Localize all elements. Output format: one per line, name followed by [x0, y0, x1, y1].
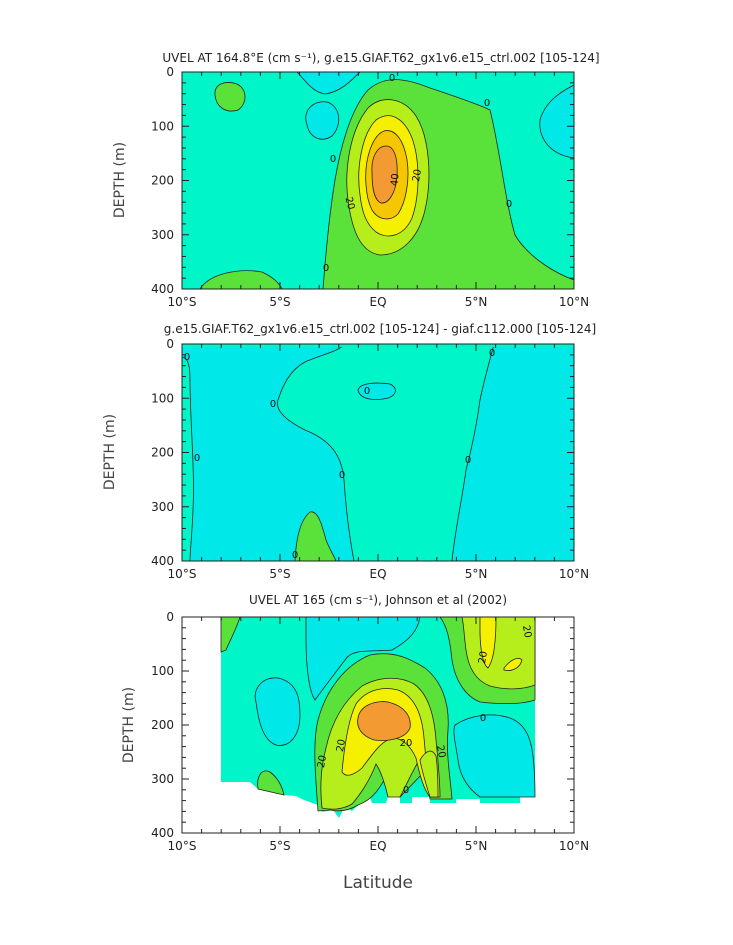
- panel-2-axes: 10°S 5°S EQ 5°N 10°N 0 100 200 300 400: [151, 337, 589, 581]
- panel-2-contour-label-2: 0: [270, 399, 276, 410]
- panel-1-negative-patch-west: [296, 72, 361, 95]
- panel-3-contour-label-5: 20: [434, 744, 447, 758]
- panel-1: UVEL AT 164.8°E (cm s⁻¹), g.e15.GIAF.T62…: [112, 51, 600, 309]
- x-tick-label: EQ: [369, 839, 386, 853]
- y-tick-label: 400: [151, 826, 174, 840]
- panel-3-level-20-east-tongue: [419, 750, 439, 798]
- y-tick-label: 400: [151, 282, 174, 296]
- panel-1-contour-label-2: 0: [330, 154, 336, 165]
- x-tick-label: 10°N: [559, 567, 589, 581]
- y-tick-label: 300: [151, 228, 174, 242]
- panel-2-positive-west: [182, 356, 194, 561]
- y-tick-label: 200: [151, 718, 174, 732]
- x-tick-label: 5°N: [465, 295, 488, 309]
- panel-2-contour-label-3: 0: [339, 470, 345, 481]
- panel-1-contour-label-4: 0: [323, 263, 329, 274]
- panel-1-contours: [182, 72, 574, 289]
- panel-3-level-30-north-b: [503, 658, 523, 671]
- panel-3-core: [357, 701, 411, 741]
- x-tick-label: 5°N: [465, 839, 488, 853]
- panel-1-contour-label-7: 40: [389, 173, 401, 187]
- panel-1-green-blob-ne: [214, 82, 246, 112]
- panel-3-negative-north: [305, 617, 421, 701]
- panel-3-contour-label-4: 20: [400, 738, 413, 749]
- panel-3-contours: [220, 617, 536, 818]
- panel-3-ylabel: DEPTH (m): [121, 687, 137, 763]
- x-tick-label: EQ: [369, 567, 386, 581]
- panel-1-negative-patch-mid: [305, 101, 340, 140]
- panel-3-negative-east: [453, 714, 536, 798]
- panel-3-contour-label-2: 20: [316, 754, 329, 768]
- panel-2-negative-hole: [357, 382, 396, 400]
- panel-2: g.e15.GIAF.T62_gx1v6.e15_ctrl.002 [105-1…: [102, 322, 596, 581]
- y-tick-label: 300: [151, 500, 174, 514]
- panel-3-level-10-bottom-left: [257, 770, 285, 796]
- panel-3-title: UVEL AT 165 (cm s⁻¹), Johnson et al (200…: [249, 593, 507, 607]
- y-tick-label: 200: [151, 446, 174, 460]
- panel-3-level-30-north-a: [479, 617, 497, 669]
- panel-2-contour-label-7: 0: [489, 348, 495, 359]
- y-tick-label: 200: [151, 174, 174, 188]
- x-tick-label: 10°S: [168, 839, 197, 853]
- x-tick-label: 10°N: [559, 839, 589, 853]
- panel-2-positive-central: [277, 344, 495, 561]
- panel-1-level-50-core: [371, 145, 398, 204]
- panel-2-contours: [182, 344, 574, 561]
- x-tick-label: 10°S: [168, 567, 197, 581]
- y-tick-label: 0: [166, 65, 174, 79]
- panel-1-contour-label-5: 20: [411, 168, 424, 182]
- panel-2-level-10-patch: [294, 511, 337, 561]
- panel-1-negative-patch-east: [539, 84, 574, 159]
- y-tick-label: 100: [151, 119, 174, 133]
- y-tick-label: 300: [151, 772, 174, 786]
- panel-2-contour-label-6: 0: [465, 455, 471, 466]
- panel-2-ylabel: DEPTH (m): [102, 414, 118, 490]
- x-tick-label: 10°N: [559, 295, 589, 309]
- panel-2-title: g.e15.GIAF.T62_gx1v6.e15_ctrl.002 [105-1…: [164, 322, 596, 336]
- panel-3-level-10-sw: [220, 617, 241, 653]
- panel-1-contour-label-0: 0: [389, 73, 395, 84]
- y-tick-label: 0: [166, 610, 174, 624]
- x-axis-label: Latitude: [343, 873, 413, 893]
- y-tick-label: 100: [151, 391, 174, 405]
- x-tick-label: 5°S: [269, 567, 290, 581]
- panel-3-contour-label-1: 20: [477, 650, 490, 664]
- panel-3-contour-label-7: 0: [403, 785, 409, 796]
- panel-2-contour-label-1: 0: [194, 453, 200, 464]
- y-tick-label: 0: [166, 337, 174, 351]
- panel-2-contour-label-5: 0: [364, 386, 370, 397]
- panel-1-contour-label-6: 20: [342, 196, 356, 211]
- panel-1-contour-label-1: 0: [484, 98, 490, 109]
- panel-3-contour-label-0: 20: [520, 624, 533, 638]
- panel-1-title: UVEL AT 164.8°E (cm s⁻¹), g.e15.GIAF.T62…: [162, 51, 599, 65]
- x-tick-label: 5°N: [465, 567, 488, 581]
- panel-3-negative-west: [254, 677, 301, 746]
- y-tick-label: 400: [151, 554, 174, 568]
- panel-2-contour-label-0: 0: [184, 352, 190, 363]
- panel-1-contour-label-3: 0: [506, 199, 512, 210]
- x-tick-label: EQ: [369, 295, 386, 309]
- x-tick-label: 5°S: [269, 295, 290, 309]
- panel-3-contour-label-3: 20: [335, 738, 348, 752]
- x-tick-label: 5°S: [269, 839, 290, 853]
- x-tick-label: 10°S: [168, 295, 197, 309]
- y-tick-label: 100: [151, 664, 174, 678]
- panel-3: UVEL AT 165 (cm s⁻¹), Johnson et al (200…: [121, 593, 589, 893]
- panel-3-contour-label-6: 0: [480, 713, 486, 724]
- panel-1-ylabel: DEPTH (m): [112, 142, 128, 218]
- panel-2-contour-label-4: 0: [292, 550, 298, 561]
